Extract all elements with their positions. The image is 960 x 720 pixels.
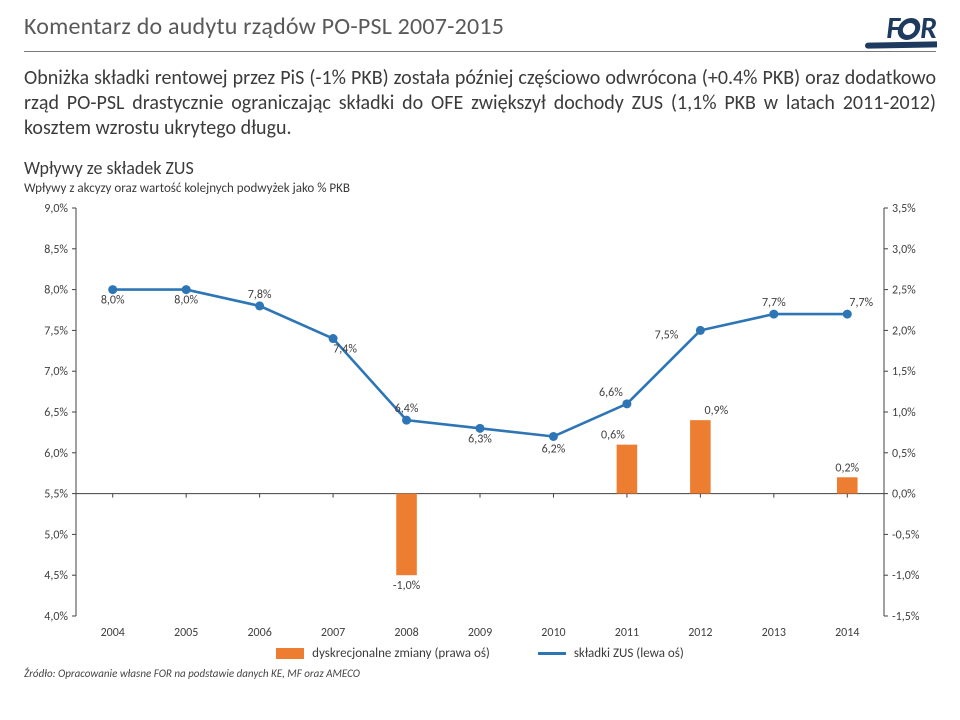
legend-line-swatch-icon: [538, 652, 566, 655]
svg-text:6,3%: 6,3%: [468, 432, 492, 446]
svg-text:7,7%: 7,7%: [762, 296, 786, 310]
svg-text:0,0%: 0,0%: [892, 488, 916, 502]
svg-text:3,0%: 3,0%: [892, 243, 916, 257]
svg-text:6,0%: 6,0%: [44, 447, 68, 461]
svg-text:2011: 2011: [615, 626, 639, 640]
page: Komentarz do audytu rządów PO-PSL 2007-2…: [0, 0, 960, 720]
svg-text:-1,0%: -1,0%: [892, 569, 920, 583]
svg-text:2009: 2009: [468, 626, 492, 640]
svg-text:6,6%: 6,6%: [599, 386, 623, 400]
svg-text:3,5%: 3,5%: [892, 202, 916, 216]
svg-text:7,7%: 7,7%: [849, 296, 873, 310]
svg-text:2,5%: 2,5%: [892, 284, 916, 298]
svg-text:7,4%: 7,4%: [333, 343, 357, 357]
svg-text:7,8%: 7,8%: [248, 288, 272, 302]
legend: dyskrecjonalne zmiany (prawa oś) składki…: [24, 646, 936, 661]
svg-text:2013: 2013: [762, 626, 786, 640]
svg-text:-1,5%: -1,5%: [892, 610, 920, 624]
svg-text:8,0%: 8,0%: [44, 284, 68, 298]
svg-text:-1,0%: -1,0%: [393, 579, 421, 593]
svg-text:7,5%: 7,5%: [44, 324, 68, 338]
svg-text:2007: 2007: [321, 626, 345, 640]
page-title: Komentarz do audytu rządów PO-PSL 2007-2…: [24, 12, 504, 41]
svg-text:1,0%: 1,0%: [892, 406, 916, 420]
svg-text:2006: 2006: [247, 626, 271, 640]
logo-o-icon: [896, 18, 923, 40]
logo-swoosh-icon: [865, 41, 937, 48]
svg-text:8,0%: 8,0%: [101, 294, 125, 308]
svg-text:4,0%: 4,0%: [44, 610, 68, 624]
svg-text:0,6%: 0,6%: [601, 429, 625, 443]
chart-svg: 9,0% 8,5% 8,0% 7,5% 7,0% 6,5% 6,0% 5,5% 5,0% 4,5%…: [24, 202, 936, 642]
chart-subtitle: Wpływy z akcyzy oraz wartość kolejnych p…: [24, 181, 936, 196]
svg-text:9,0%: 9,0%: [44, 202, 68, 216]
chart-title: Wpływy ze składek ZUS: [24, 157, 936, 179]
svg-text:5,0%: 5,0%: [44, 528, 68, 542]
svg-text:4,5%: 4,5%: [44, 569, 68, 583]
svg-text:5,5%: 5,5%: [44, 488, 68, 502]
source-text: Źródło: Opracowanie własne FOR na podsta…: [24, 667, 936, 680]
svg-text:2004: 2004: [101, 626, 125, 640]
svg-text:7,5%: 7,5%: [655, 328, 679, 342]
svg-text:8,5%: 8,5%: [44, 243, 68, 257]
svg-text:6,5%: 6,5%: [44, 406, 68, 420]
svg-text:8,0%: 8,0%: [174, 294, 198, 308]
legend-bar: dyskrecjonalne zmiany (prawa oś): [276, 646, 490, 661]
svg-text:0,2%: 0,2%: [835, 461, 859, 475]
legend-line-label: składki ZUS (lewa oś): [574, 646, 684, 661]
divider: [24, 51, 936, 52]
svg-text:1,5%: 1,5%: [892, 365, 916, 379]
svg-text:2,0%: 2,0%: [892, 324, 916, 338]
svg-text:0,5%: 0,5%: [892, 447, 916, 461]
svg-text:6,2%: 6,2%: [542, 442, 566, 456]
legend-bar-swatch-icon: [276, 648, 304, 659]
logo: F R: [886, 10, 936, 47]
svg-text:7,0%: 7,0%: [44, 365, 68, 379]
legend-bar-label: dyskrecjonalne zmiany (prawa oś): [312, 646, 490, 661]
svg-text:2005: 2005: [174, 626, 198, 640]
svg-text:2010: 2010: [541, 626, 565, 640]
intro-paragraph: Obniżka składki rentowej przez PiS (-1% …: [24, 66, 936, 141]
svg-text:6,4%: 6,4%: [395, 402, 419, 416]
chart: 9,0% 8,5% 8,0% 7,5% 7,0% 6,5% 6,0% 5,5% 5,0% 4,5%…: [24, 202, 936, 642]
svg-text:0,9%: 0,9%: [704, 404, 728, 418]
svg-text:-0,5%: -0,5%: [892, 528, 920, 542]
svg-text:2008: 2008: [394, 626, 418, 640]
title-row: Komentarz do audytu rządów PO-PSL 2007-2…: [24, 12, 936, 47]
svg-text:2014: 2014: [835, 626, 859, 640]
legend-line: składki ZUS (lewa oś): [538, 646, 684, 661]
svg-text:2012: 2012: [688, 626, 712, 640]
